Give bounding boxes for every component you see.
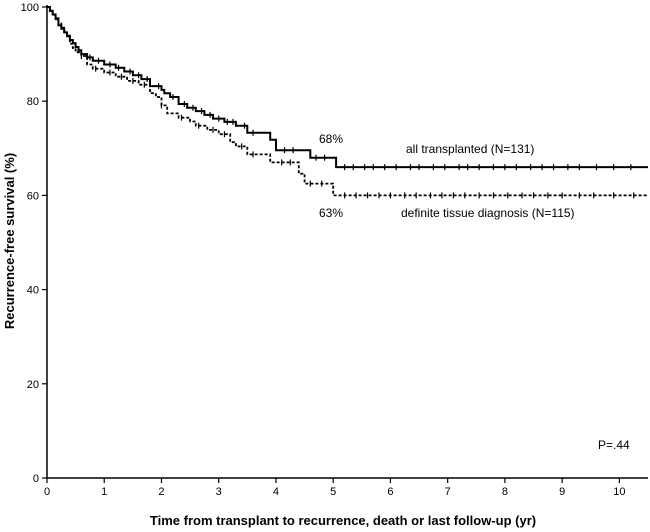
- x-tick-label: 3: [216, 486, 222, 498]
- dotted-percent-label: 63%: [319, 206, 343, 220]
- y-axis-title: Recurrence-free survival (%): [2, 153, 17, 329]
- dotted-series-label: definite tissue diagnosis (N=115): [401, 206, 575, 220]
- x-tick-label: 6: [387, 486, 393, 498]
- x-tick-label: 4: [273, 486, 279, 498]
- x-tick-label: 5: [330, 486, 336, 498]
- x-tick-label: 10: [613, 486, 625, 498]
- y-tick-label: 0: [33, 473, 39, 485]
- series-layer: [47, 6, 648, 197]
- x-tick-label: 0: [44, 486, 50, 498]
- y-tick-label: 60: [27, 190, 39, 202]
- x-tick-label: 2: [158, 486, 164, 498]
- solid-series-label: all transplanted (N=131): [406, 142, 534, 156]
- y-tick-label: 20: [27, 379, 39, 391]
- x-tick-label: 1: [101, 486, 107, 498]
- p-value-label: P=.44: [598, 438, 630, 452]
- axes: 0 20 40 60 80 100 0 1 2 3 4 5 6 7 8 9 10: [21, 2, 648, 498]
- y-tick-label: 80: [27, 96, 39, 108]
- x-axis-title: Time from transplant to recurrence, deat…: [150, 513, 536, 528]
- y-tick-label: 40: [27, 285, 39, 297]
- y-tick-label: 100: [21, 2, 39, 14]
- dotted-series-line: [47, 6, 648, 197]
- censor-marks: [77, 47, 635, 199]
- x-tick-label: 8: [502, 486, 508, 498]
- x-tick-label: 7: [445, 486, 451, 498]
- solid-percent-label: 68%: [319, 132, 343, 146]
- solid-series-line: [47, 6, 648, 169]
- x-tick-label: 9: [559, 486, 565, 498]
